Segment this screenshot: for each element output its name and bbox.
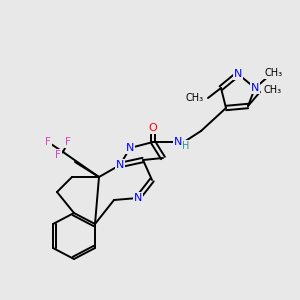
Text: F: F xyxy=(55,150,61,160)
Text: N: N xyxy=(234,69,242,79)
Text: O: O xyxy=(148,123,158,133)
Text: CH₃: CH₃ xyxy=(264,85,282,95)
Text: N: N xyxy=(134,193,142,203)
Text: N: N xyxy=(116,160,124,170)
Text: CH₃: CH₃ xyxy=(265,68,283,78)
Text: F: F xyxy=(45,137,51,147)
Text: N: N xyxy=(126,143,134,153)
Text: N: N xyxy=(251,83,259,93)
Text: H: H xyxy=(182,141,190,151)
Text: N: N xyxy=(174,137,182,147)
Text: CH₃: CH₃ xyxy=(186,93,204,103)
Text: F: F xyxy=(65,137,71,147)
